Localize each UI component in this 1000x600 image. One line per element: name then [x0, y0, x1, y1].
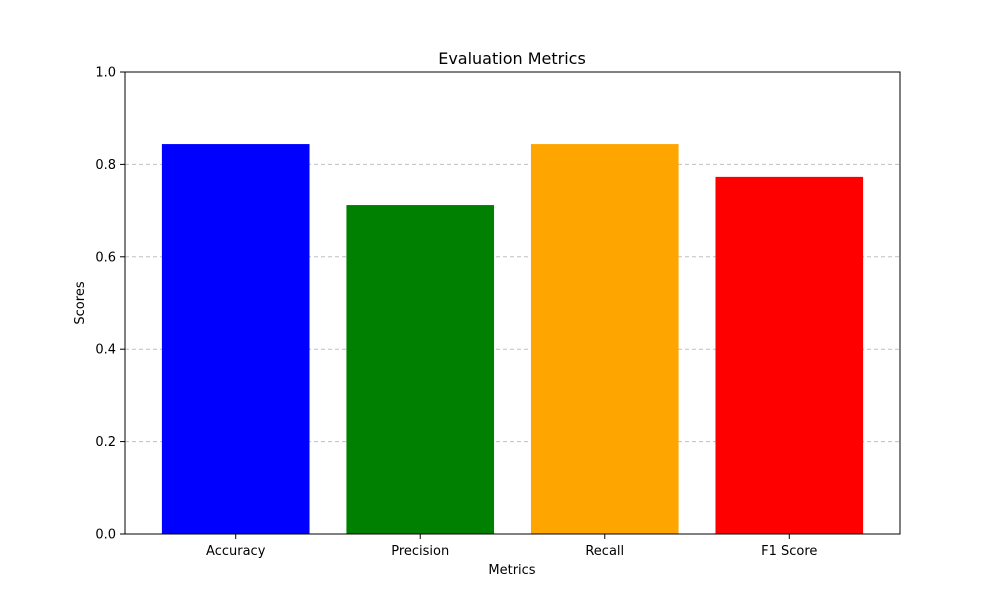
bar-f1-score: [715, 176, 864, 534]
bar-accuracy: [161, 144, 310, 534]
bar-precision: [346, 205, 495, 534]
x-axis-label: Metrics: [488, 563, 535, 578]
x-tick-label: Precision: [391, 544, 449, 559]
x-tick-label: Accuracy: [206, 544, 266, 559]
bars: [161, 144, 864, 534]
y-tick-label: 0.2: [95, 435, 116, 450]
y-tick-label: 0.0: [95, 528, 116, 543]
plot-frame: [124, 71, 901, 535]
y-tick-label: 0.4: [95, 343, 116, 358]
y-axis-ticks: 0.0 0.2 0.4 0.6 0.8 1.0: [95, 66, 125, 543]
x-axis-ticks: Accuracy Precision Recall F1 Score: [206, 534, 817, 559]
y-axis-label: Scores: [73, 281, 88, 324]
chart-title: Evaluation Metrics: [438, 49, 586, 68]
y-tick-label: 0.8: [95, 158, 116, 173]
y-tick-label: 1.0: [95, 66, 116, 81]
x-tick-label: Recall: [585, 544, 624, 559]
bar-recall: [530, 144, 679, 534]
x-tick-label: F1 Score: [761, 544, 817, 559]
y-tick-label: 0.6: [95, 250, 116, 265]
